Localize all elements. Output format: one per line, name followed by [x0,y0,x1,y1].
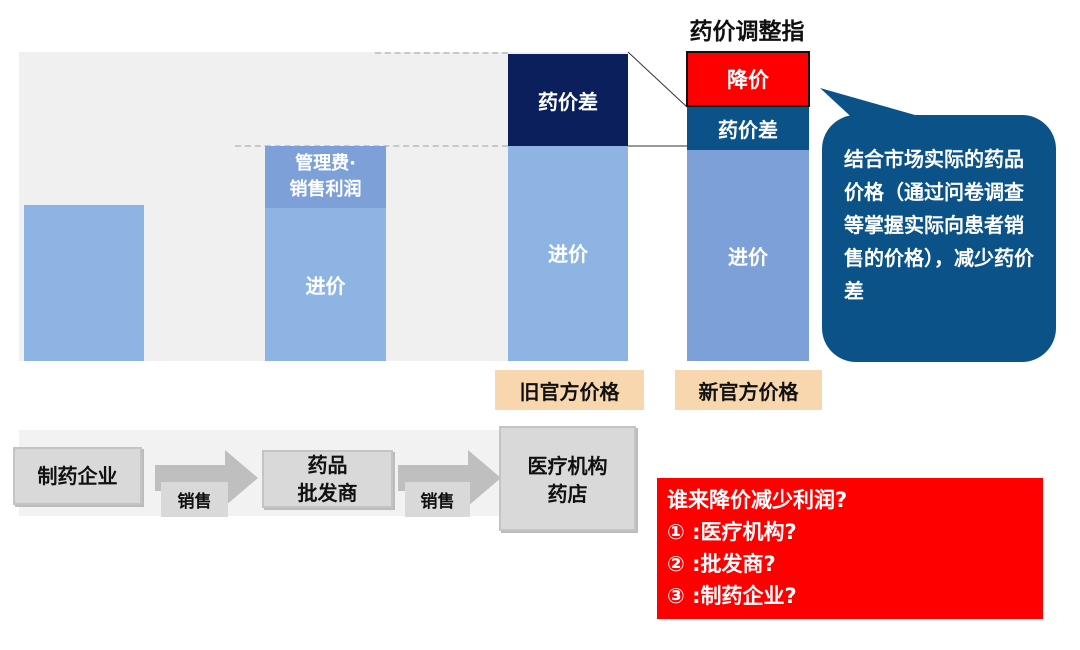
adjust-title: 药价调整指 [689,19,805,45]
dashed-guide-line [375,52,508,54]
manufacturer-box: 制药企业 [13,447,142,505]
old-price-label: 旧官方价格 [495,370,644,410]
callout-bubble: 结合市场实际的药品价格（通过问卷调查等掌握实际向患者销售的价格），减少药价差 [822,115,1056,362]
sale-label: 销售 [405,482,470,517]
wholesaler-purchase-segment: 进价 [265,208,386,361]
question-item: ③ :制药企业? [667,584,797,608]
hospital-box: 医疗机构 药店 [499,426,636,531]
wholesaler-box: 药品 批发商 [262,450,393,508]
old-purchase-segment: 进价 [508,146,628,361]
new-price-diff-segment: 药价差 [687,107,809,150]
arrow-icon [155,450,258,506]
arrow-icon [398,450,501,506]
question-box: 谁来降价减少利润? ① :医疗机构? ② :批发商? ③ :制药企业? [657,478,1043,619]
question-item: ① :医疗机构? [667,520,797,544]
new-purchase-segment: 进价 [687,150,809,361]
sale-label: 销售 [161,482,228,517]
question-title: 谁来降价减少利润? [667,488,848,512]
old-price-diff-segment: 药价差 [508,54,628,146]
new-price-label: 新官方价格 [675,370,822,410]
manufacturer-bar [24,205,144,361]
price-cut-segment: 降价 [686,51,810,107]
wholesaler-margin-segment: 管理费· 销售利润 [265,146,386,208]
question-item: ② :批发商? [667,552,776,576]
connector-line-top [627,51,688,108]
